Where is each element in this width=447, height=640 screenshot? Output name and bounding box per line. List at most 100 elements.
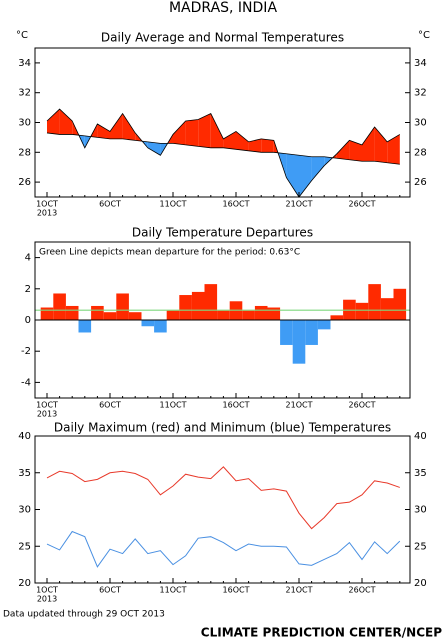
bar [128, 312, 142, 320]
footer-right: CLIMATE PREDICTION CENTER/NCEP [201, 626, 442, 640]
y-tick-label: 34 [18, 58, 31, 69]
area-fill [387, 134, 400, 165]
bar [166, 310, 180, 320]
bar [330, 315, 344, 320]
y-tick-label: 4 [25, 253, 31, 264]
area-fill [236, 131, 249, 151]
chart-title: Daily Average and Normal Temperatures [101, 31, 344, 45]
area-fill [349, 140, 362, 162]
bar [204, 284, 218, 320]
series-line [46, 466, 400, 530]
bar [40, 307, 54, 320]
x-tick-label: 1OCT [36, 401, 58, 410]
plot-frame [34, 47, 411, 198]
y2-tick-label: 30 [414, 505, 427, 516]
y2-tick-label: 28 [414, 147, 427, 158]
area-fill [248, 138, 262, 153]
bar [53, 293, 66, 320]
bar [355, 302, 369, 320]
bar [292, 320, 306, 364]
y-unit: °C [16, 30, 28, 41]
bar [368, 284, 381, 320]
bar [217, 310, 230, 320]
bar [317, 320, 331, 330]
x-tick-label: 6OCT [99, 401, 121, 410]
plot-frame [34, 435, 411, 584]
bar [103, 312, 117, 320]
y-tick-label: 28 [18, 147, 31, 158]
y2-tick-label: 40 [414, 431, 427, 442]
y2-tick-label: 32 [414, 88, 427, 99]
x-tick-label: 21OCT [286, 200, 313, 209]
bar [242, 310, 255, 320]
series-line [46, 132, 400, 165]
chart-title: Daily Maximum (red) and Minimum (blue) T… [54, 421, 391, 435]
bar [380, 298, 394, 320]
bar [116, 293, 129, 320]
y2-tick-label: 35 [414, 468, 427, 479]
bar [141, 320, 155, 327]
series-line [46, 108, 401, 198]
bar [91, 305, 104, 320]
x-tick-label: 16OCT [223, 200, 250, 209]
bar [280, 320, 293, 345]
y-tick-label: 30 [18, 505, 31, 516]
area-fill [336, 140, 350, 160]
y-tick-label: -4 [21, 377, 31, 388]
x-tick-label: 1OCT [36, 586, 58, 595]
x-tick-label: 6OCT [99, 586, 121, 595]
area-fill [362, 126, 375, 162]
area-fill [173, 121, 186, 145]
x-year-label: 2013 [37, 595, 57, 604]
area-fill [147, 141, 161, 156]
area-fill [47, 109, 60, 135]
y-tick-label: 40 [18, 431, 31, 442]
x-tick-label: 11OCT [160, 586, 187, 595]
x-tick-label: 11OCT [160, 200, 187, 209]
area-fill [59, 109, 73, 135]
area-fill [311, 156, 325, 181]
y2-tick-label: 30 [414, 118, 427, 129]
y-tick-label: 0 [25, 315, 31, 326]
y-tick-label: 2 [25, 284, 31, 295]
x-tick-label: 21OCT [286, 401, 313, 410]
annotation: Green Line depicts mean departure for th… [39, 248, 300, 258]
area-fill [185, 119, 199, 147]
bar [179, 295, 192, 320]
x-tick-label: 26OCT [349, 200, 376, 209]
y2-tick-label: 20 [414, 578, 427, 589]
y-tick-label: 25 [18, 541, 31, 552]
x-tick-label: 6OCT [99, 200, 121, 209]
y-tick-label: 20 [18, 578, 31, 589]
y-tick-label: 32 [18, 88, 31, 99]
area-fill [261, 138, 274, 153]
series-line [46, 530, 401, 568]
y-tick-label: -2 [21, 346, 31, 357]
y-tick-label: 26 [18, 177, 31, 188]
y-tick-label: 35 [18, 468, 31, 479]
bar [65, 305, 79, 320]
x-tick-label: 16OCT [223, 586, 250, 595]
area-fill [286, 153, 299, 197]
x-tick-label: 26OCT [349, 401, 376, 410]
y-tick-label: 30 [18, 118, 31, 129]
bar [305, 320, 318, 345]
y2-tick-label: 34 [414, 58, 427, 69]
x-tick-label: 1OCT [36, 200, 58, 209]
bar [78, 320, 92, 333]
area-fill [198, 113, 211, 148]
bar [154, 320, 167, 333]
area-fill [97, 123, 110, 139]
y2-tick-label: 25 [414, 541, 427, 552]
area-fill [110, 113, 123, 139]
x-tick-label: 21OCT [286, 586, 313, 595]
footer-left: Data updated through 29 OCT 2013 [3, 610, 165, 620]
area-fill [223, 131, 236, 150]
bar [267, 307, 281, 320]
area-fill [122, 113, 136, 141]
y2-unit: °C [418, 30, 430, 41]
x-tick-label: 16OCT [223, 401, 250, 410]
x-tick-label: 26OCT [349, 586, 376, 595]
x-year-label: 2013 [37, 209, 57, 218]
